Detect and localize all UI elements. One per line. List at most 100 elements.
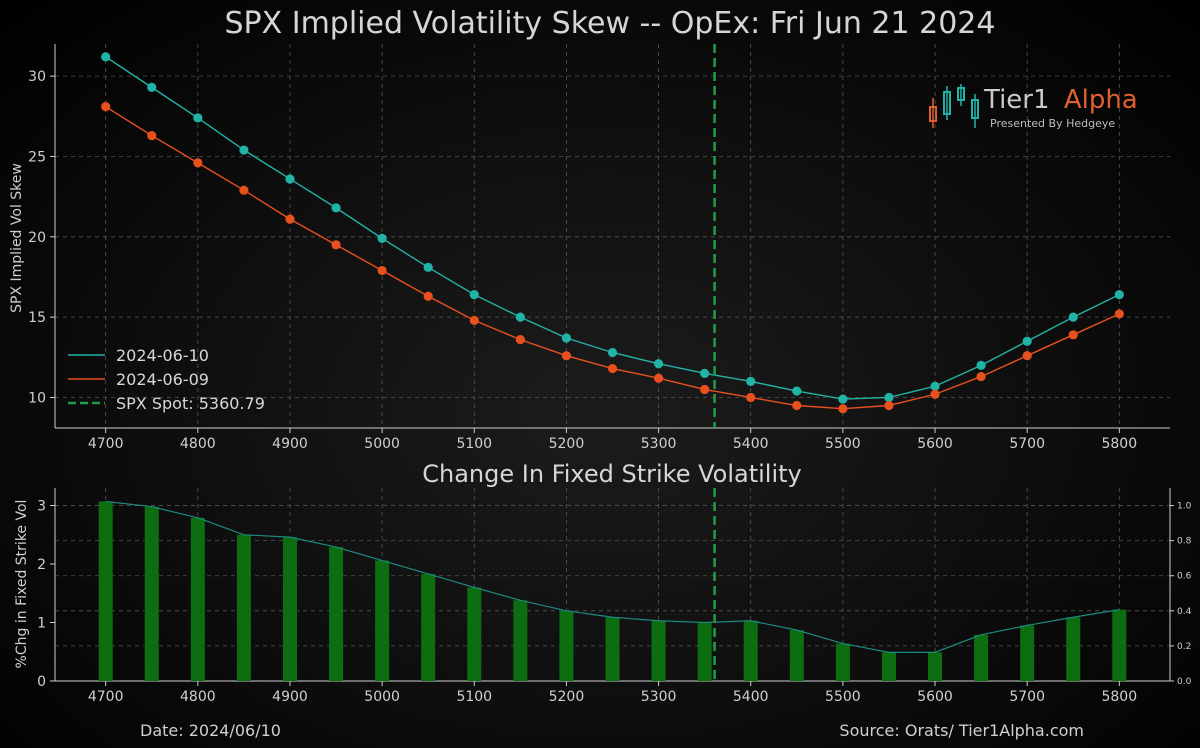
series-point-2024-06-10 <box>331 203 341 213</box>
top-x-tick-label: 5700 <box>1009 436 1045 452</box>
footer-source: Source: Orats/ Tier1Alpha.com <box>839 721 1084 740</box>
bar <box>605 617 620 681</box>
series-point-2024-06-10 <box>746 376 756 387</box>
series-point-2024-06-09 <box>239 185 249 195</box>
series-point-2024-06-09 <box>331 240 341 250</box>
series-line-2024-06-09 <box>105 106 1120 410</box>
bottom-y-tick-label: 3 <box>37 499 46 515</box>
series-point-2024-06-09 <box>700 384 710 395</box>
bar <box>375 560 390 681</box>
top-x-tick-label: 5300 <box>641 436 677 452</box>
series-point-2024-06-10 <box>147 82 157 92</box>
bar <box>743 620 758 681</box>
bottom-y-axis-label: %Chg in Fixed Strike Vol <box>14 500 30 669</box>
bottom-y-tick-label: 1 <box>37 616 46 632</box>
legend: 2024-06-10 2024-06-09 SPX Spot: 5360.79 <box>68 346 265 413</box>
bar <box>421 573 436 681</box>
series-point-2024-06-10 <box>193 113 203 123</box>
series-point-2024-06-09 <box>838 404 848 414</box>
subchart-title: Change In Fixed Strike Volatility <box>422 460 802 488</box>
bottom-x-tick-label: 5300 <box>641 689 677 705</box>
top-x-tick-label: 5400 <box>733 436 769 452</box>
legend-label: SPX Spot: 5360.79 <box>116 394 265 413</box>
bottom-x-tick-label: 5700 <box>1009 689 1045 705</box>
logo-word-tier1: Tier1 <box>983 85 1050 115</box>
bar <box>974 634 989 681</box>
bottom-x-tick-label: 5000 <box>364 689 400 705</box>
bottom-y2-tick-label: 1.0 <box>1177 502 1192 512</box>
bar <box>144 506 159 681</box>
top-x-tick-label: 5500 <box>825 436 861 452</box>
bar <box>190 517 205 681</box>
series-point-2024-06-10 <box>285 174 295 184</box>
series-point-2024-06-09 <box>653 373 664 383</box>
series-point-2024-06-10 <box>700 368 710 378</box>
bar <box>467 587 482 681</box>
top-y-tick-label: 15 <box>28 310 46 326</box>
series-point-2024-06-10 <box>515 312 525 322</box>
series-point-2024-06-10 <box>884 392 894 403</box>
top-y-tick-label: 25 <box>28 149 46 165</box>
top-x-tick-label: 5600 <box>917 436 953 452</box>
legend-label: 2024-06-10 <box>116 346 209 365</box>
series-point-2024-06-09 <box>515 335 525 345</box>
series-point-2024-06-10 <box>653 359 664 369</box>
top-x-tick-label: 5200 <box>549 436 585 452</box>
bottom-x-tick-label: 5100 <box>456 689 492 705</box>
series-point-2024-06-09 <box>101 102 111 112</box>
series-point-2024-06-09 <box>976 371 986 382</box>
bar <box>513 600 528 681</box>
top-y-tick-label: 20 <box>28 230 46 246</box>
series-point-2024-06-10 <box>1068 312 1078 322</box>
bottom-x-tick-label: 4700 <box>88 689 124 705</box>
series-point-2024-06-10 <box>101 52 111 62</box>
bar <box>697 622 712 681</box>
bottom-y2-tick-label: 0.2 <box>1177 642 1191 652</box>
series-point-2024-06-10 <box>239 145 249 155</box>
bar <box>789 630 804 681</box>
top-x-tick-label: 5800 <box>1101 436 1137 452</box>
bottom-y-tick-label: 0 <box>37 674 46 690</box>
bottom-x-tick-label: 5200 <box>549 689 585 705</box>
bottom-x-tick-label: 5600 <box>917 689 953 705</box>
bottom-x-tick-label: 5400 <box>733 689 769 705</box>
bar <box>98 501 113 681</box>
series-point-2024-06-10 <box>377 233 387 244</box>
bar <box>1020 625 1035 681</box>
bar <box>329 547 344 681</box>
top-x-tick-label: 5000 <box>364 436 400 452</box>
svg-text:Tier1 Alpha: Tier1 Alpha <box>983 85 1138 115</box>
series-point-2024-06-09 <box>561 351 572 361</box>
logo-tagline: Presented By Hedgeye <box>990 117 1115 130</box>
series-point-2024-06-10 <box>607 347 618 358</box>
series-point-2024-06-09 <box>1068 330 1078 340</box>
legend-label: 2024-06-09 <box>116 370 209 389</box>
series-point-2024-06-09 <box>423 291 433 301</box>
bar <box>282 537 297 681</box>
bar <box>881 652 896 681</box>
series-point-2024-06-09 <box>607 363 618 374</box>
bar <box>236 534 251 681</box>
series-point-2024-06-09 <box>469 315 479 325</box>
series-point-2024-06-10 <box>561 333 572 343</box>
series-point-2024-06-10 <box>930 381 940 391</box>
top-y-tick-label: 30 <box>28 69 46 85</box>
series-point-2024-06-10 <box>423 262 433 272</box>
series-point-2024-06-09 <box>746 392 756 403</box>
bar <box>1066 617 1081 681</box>
bottom-x-tick-label: 5500 <box>825 689 861 705</box>
footer-date: Date: 2024/06/10 <box>140 721 281 740</box>
bottom-y2-tick-label: 0.0 <box>1177 677 1192 687</box>
series-point-2024-06-09 <box>884 400 894 411</box>
bottom-y2-tick-label: 0.6 <box>1177 572 1192 582</box>
bottom-x-tick-label: 5800 <box>1101 689 1137 705</box>
series-line-2024-06-10 <box>105 56 1120 400</box>
bottom-y-tick-label: 2 <box>37 557 46 573</box>
series-point-2024-06-09 <box>285 214 295 224</box>
bottom-y2-tick-label: 0.8 <box>1177 537 1192 547</box>
top-x-tick-label: 4800 <box>180 436 216 452</box>
top-y-axis-label: SPX Implied Vol Skew <box>9 163 25 313</box>
bottom-x-tick-label: 4900 <box>272 689 308 705</box>
